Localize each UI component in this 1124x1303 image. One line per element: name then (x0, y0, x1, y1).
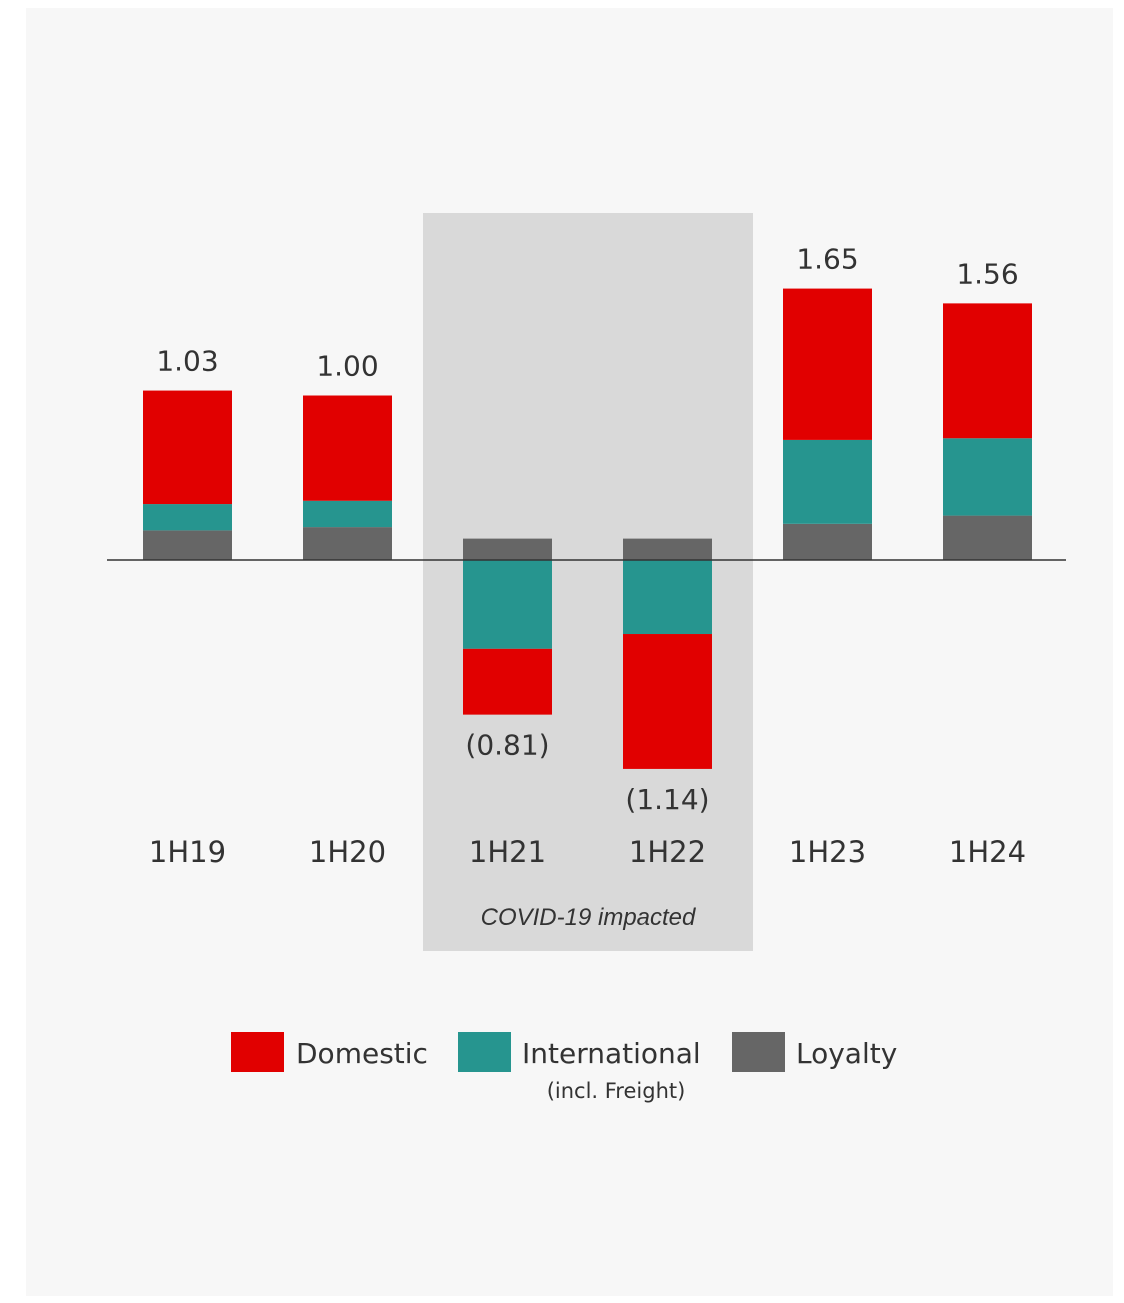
category-label-1h23: 1H23 (789, 835, 866, 869)
value-label-1h19: 1.03 (156, 345, 218, 378)
covid-region-label: COVID-19 impacted (481, 904, 696, 931)
bar-1h21-loyalty (463, 538, 552, 560)
legend-sublabel-international: (incl. Freight) (547, 1079, 686, 1103)
value-label-1h24: 1.56 (956, 257, 1018, 290)
value-label-1h22: (1.14) (625, 783, 709, 816)
legend-swatch-international (458, 1032, 511, 1072)
bar-group-1h21 (463, 538, 552, 715)
legend-label-international: International (522, 1037, 701, 1070)
legend-swatch-loyalty (732, 1032, 785, 1072)
category-label-1h24: 1H24 (949, 835, 1026, 869)
bar-1h19-loyalty (143, 530, 232, 560)
bar-1h24-international (943, 438, 1032, 516)
bar-1h23-international (783, 439, 872, 524)
bar-1h20-international (303, 500, 392, 528)
bar-1h19-domestic (143, 390, 232, 505)
bar-1h23-domestic (783, 288, 872, 440)
legend: Domestic International (incl. Freight) Loya… (231, 1032, 897, 1103)
bar-group-1h24 (943, 303, 1032, 560)
bar-group-1h19 (143, 390, 232, 560)
category-label-1h20: 1H20 (309, 835, 386, 869)
category-label-1h22: 1H22 (629, 835, 706, 869)
value-label-1h21: (0.81) (465, 729, 549, 762)
bar-1h22-loyalty (623, 538, 712, 560)
value-label-1h20: 1.00 (316, 350, 378, 383)
bar-1h19-international (143, 504, 232, 531)
value-label-1h23: 1.65 (796, 243, 858, 276)
legend-label-domestic: Domestic (296, 1037, 428, 1070)
bar-1h22-international (623, 560, 712, 635)
bar-1h24-domestic (943, 303, 1032, 439)
category-label-1h19: 1H19 (149, 835, 226, 869)
bar-1h22-domestic (623, 634, 712, 769)
bar-group-1h23 (783, 288, 872, 560)
bar-1h24-loyalty (943, 515, 1032, 560)
bar-1h20-domestic (303, 395, 392, 501)
bar-group-1h20 (303, 395, 392, 560)
bar-group-1h22 (623, 538, 712, 769)
legend-swatch-domestic (231, 1032, 284, 1072)
category-label-1h21: 1H21 (469, 835, 546, 869)
legend-label-loyalty: Loyalty (796, 1037, 897, 1070)
bar-1h23-loyalty (783, 523, 872, 560)
bar-1h21-domestic (463, 648, 552, 715)
bar-1h21-international (463, 560, 552, 649)
bar-1h20-loyalty (303, 527, 392, 560)
